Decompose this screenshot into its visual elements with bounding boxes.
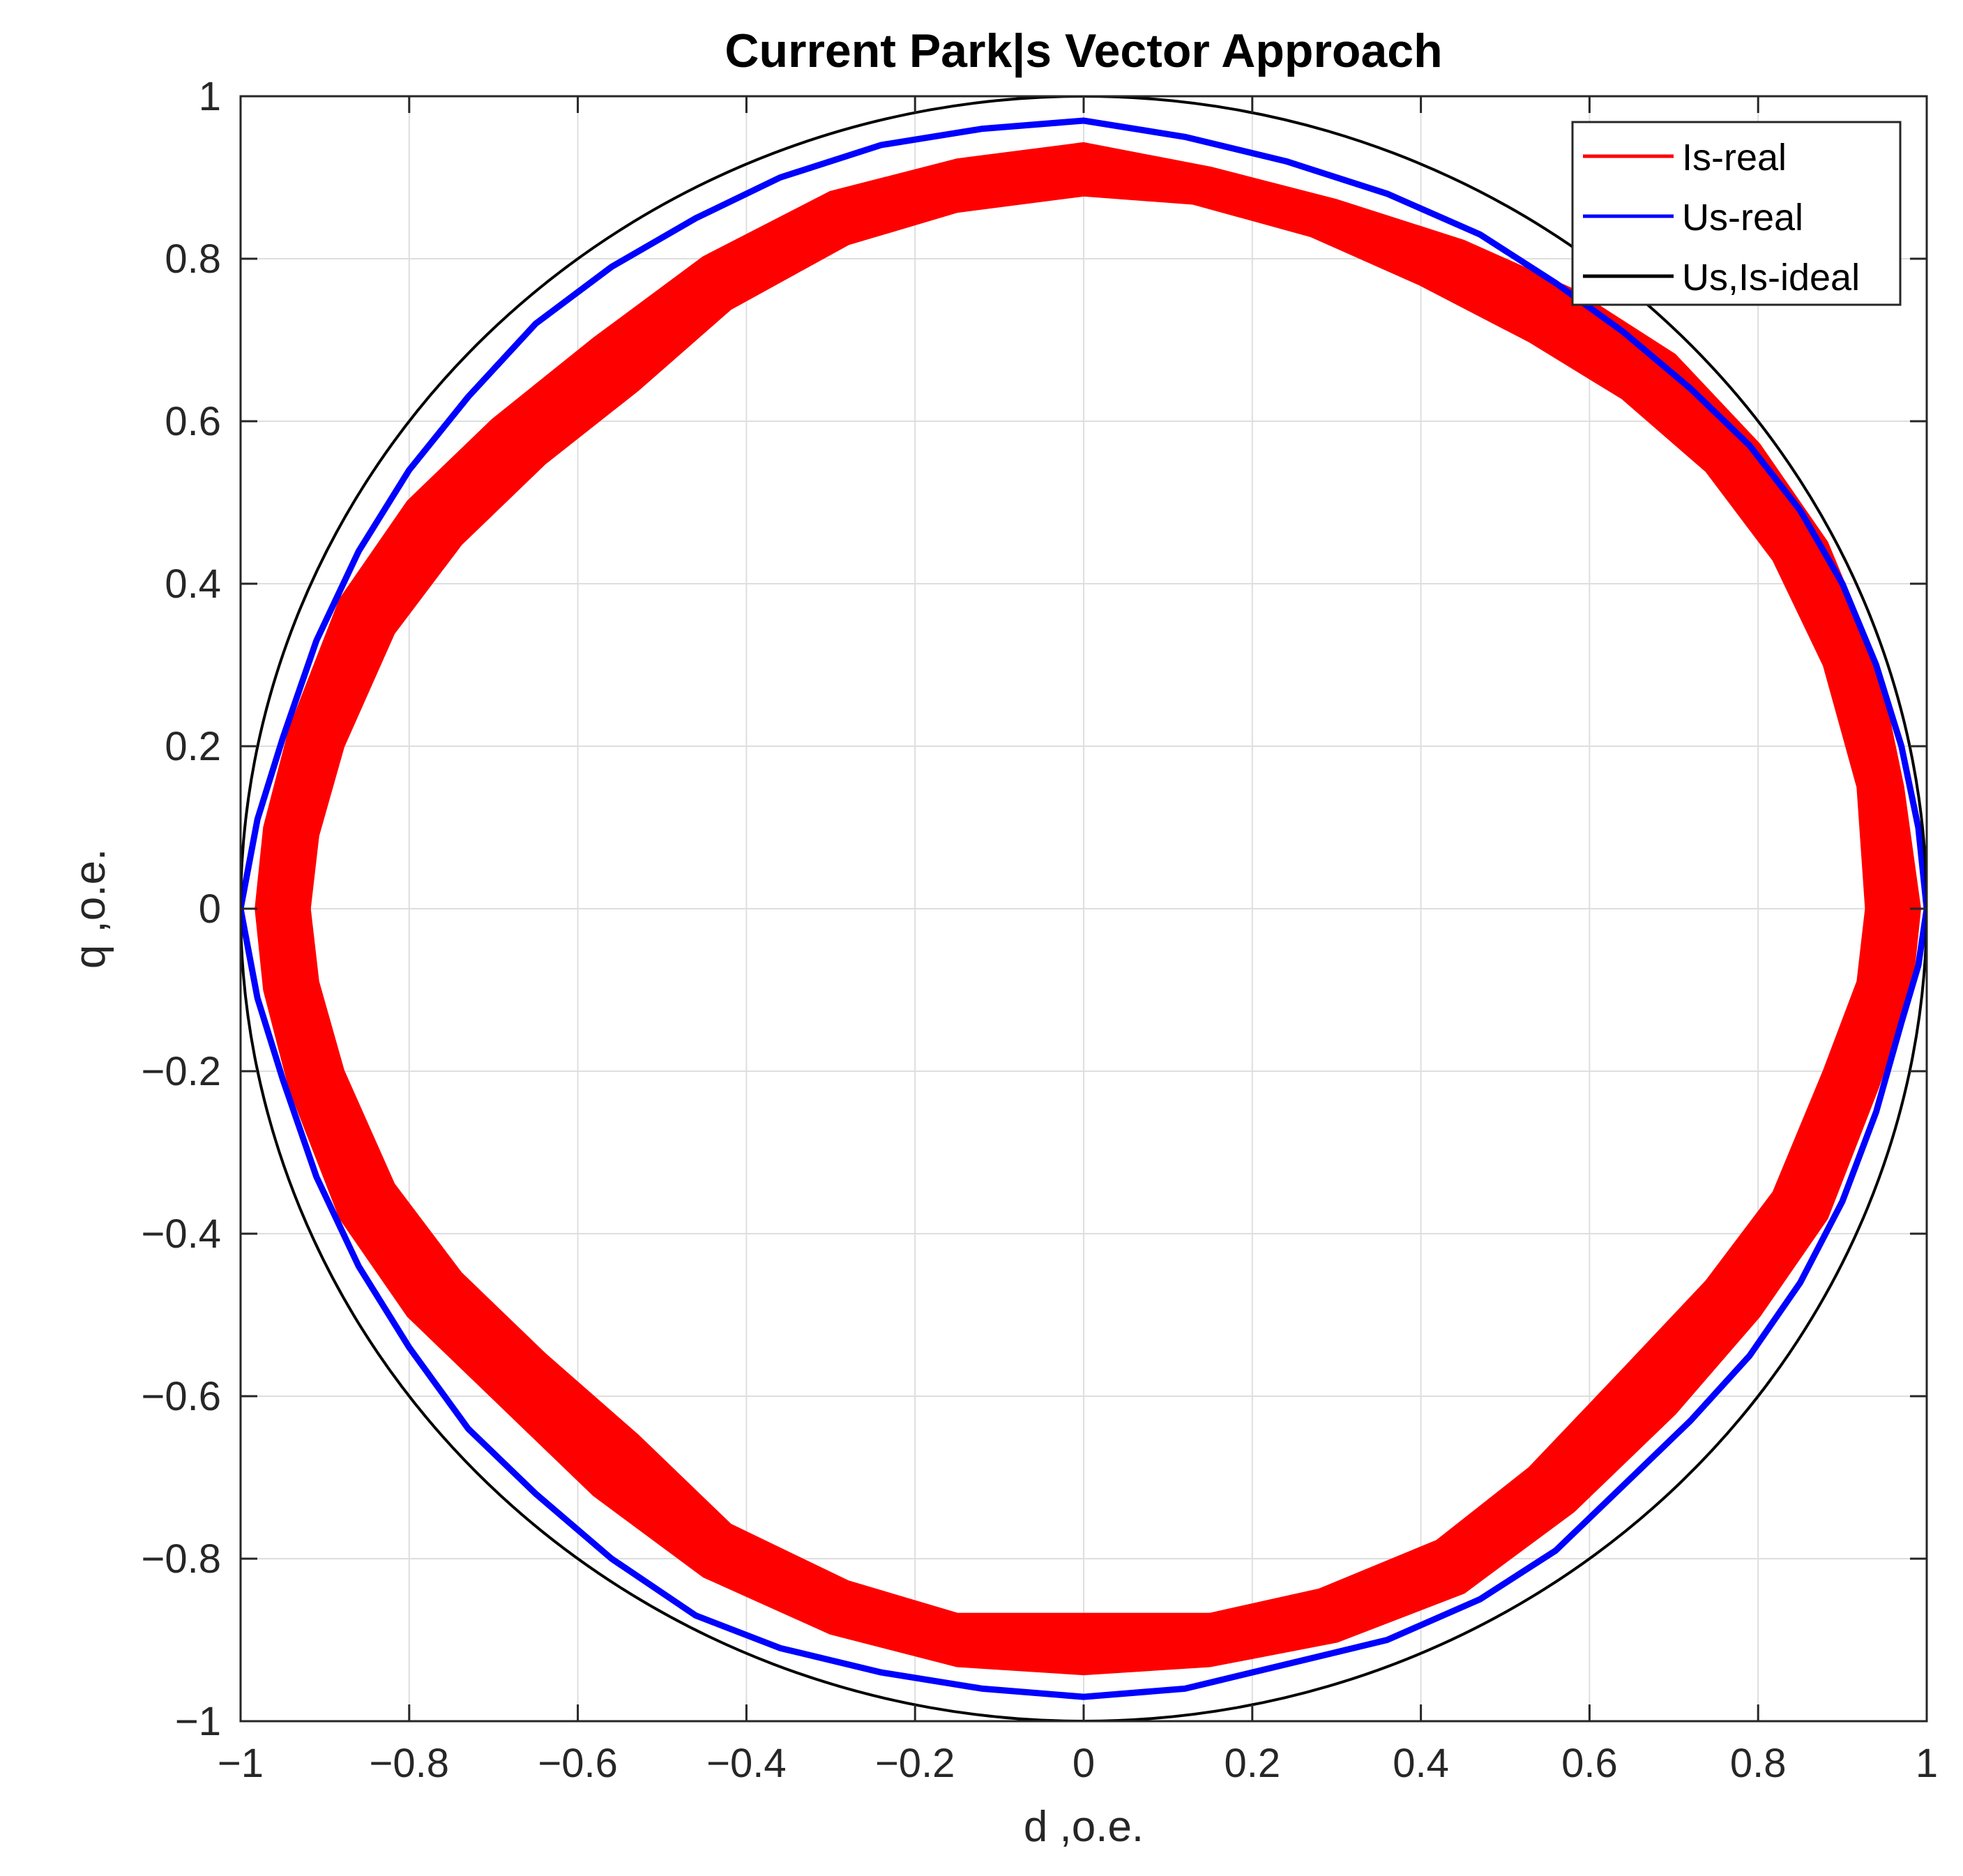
y-tick-label: 0.6 — [165, 399, 221, 444]
series-layer — [241, 96, 1927, 1721]
x-tick-label: 0.4 — [1393, 1741, 1449, 1786]
x-tick-labels: −1 −0.8 −0.6 −0.4 −0.2 0 0.2 0.4 0.6 0.8 1 — [218, 1741, 1938, 1786]
y-tick-label: 0.4 — [165, 561, 221, 607]
legend: Is-real Us-real Us,Is-ideal — [1571, 121, 1902, 306]
x-tick-label: −0.6 — [538, 1741, 618, 1786]
y-tick-label: −0.8 — [142, 1536, 222, 1582]
x-tick-label: 0.8 — [1730, 1741, 1787, 1786]
x-tick-label: 1 — [1916, 1741, 1938, 1786]
x-axis-label: d ,o.e. — [1024, 1803, 1144, 1851]
y-axis-label: q ,o.e. — [66, 849, 114, 969]
y-tick-label: 0.8 — [165, 236, 221, 282]
y-tick-label: −0.4 — [142, 1211, 222, 1257]
x-tick-label: 0.6 — [1561, 1741, 1618, 1786]
y-tick-label: −0.6 — [142, 1374, 222, 1419]
x-tick-label: −0.8 — [370, 1741, 450, 1786]
y-tick-label: −0.2 — [142, 1049, 222, 1094]
legend-label-us-is-ideal: Us,Is-ideal — [1682, 257, 1860, 298]
x-tick-label: −1 — [218, 1741, 264, 1786]
series-us-real-line — [241, 117, 1927, 1700]
x-tick-label: 0 — [1073, 1741, 1095, 1786]
y-tick-label: 1 — [199, 74, 221, 119]
y-tick-label: −1 — [175, 1699, 221, 1744]
y-tick-label: 0.2 — [165, 724, 221, 769]
y-tick-label: 0 — [199, 886, 221, 932]
ticks — [239, 95, 1928, 1723]
x-tick-label: −0.4 — [706, 1741, 787, 1786]
x-tick-label: −0.2 — [875, 1741, 955, 1786]
legend-label-is-real: Is-real — [1682, 137, 1787, 179]
x-tick-label: 0.2 — [1224, 1741, 1280, 1786]
y-tick-labels: −1 −0.8 −0.6 −0.4 −0.2 0 0.2 0.4 0.6 0.8 1 — [142, 74, 222, 1744]
series-is-real-band — [255, 142, 1921, 1676]
legend-box — [1571, 121, 1902, 306]
chart-title: Current Park|s Vector Approach — [725, 24, 1442, 78]
legend-label-us-real: Us-real — [1682, 197, 1803, 239]
